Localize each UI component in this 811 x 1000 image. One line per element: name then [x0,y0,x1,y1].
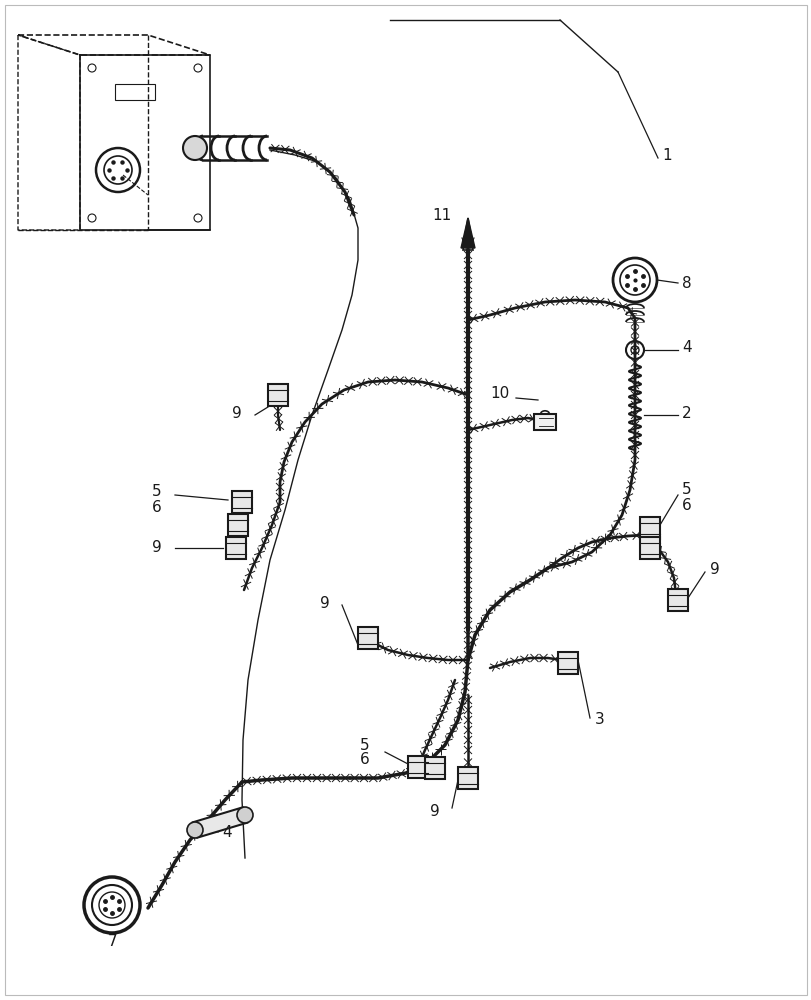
Bar [192,807,247,838]
Text: 7: 7 [108,934,118,949]
Text: 5: 5 [360,737,370,752]
Text: 9: 9 [152,540,162,554]
Text: 10: 10 [490,386,509,401]
Bar [557,652,577,674]
Circle shape [237,807,253,823]
Bar [115,84,155,100]
Text: 9: 9 [232,406,242,420]
Text: 6: 6 [360,752,370,768]
Polygon shape [461,218,474,248]
Bar [268,384,288,406]
Circle shape [182,136,207,160]
Text: 9: 9 [320,595,329,610]
Text: 9: 9 [430,804,440,819]
Bar [232,491,251,513]
Text: 1: 1 [661,148,671,163]
Text: 3: 3 [594,712,604,727]
Bar [457,767,478,789]
Bar [228,514,247,536]
Text: 2: 2 [681,406,691,420]
Bar [667,589,687,611]
Text: 5: 5 [152,485,162,499]
Bar [358,627,378,649]
Text: 4: 4 [681,340,691,356]
Circle shape [187,822,203,838]
Text: 8: 8 [681,275,691,290]
Text: 4: 4 [221,825,231,840]
Bar [639,517,659,539]
Bar [424,757,444,779]
Bar [534,414,556,430]
Bar [639,537,659,559]
Bar [225,537,246,559]
Text: 11: 11 [432,208,452,223]
Text: 6: 6 [152,500,162,516]
Text: 6: 6 [681,497,691,512]
Bar [407,756,427,778]
Text: 9: 9 [709,562,719,578]
Text: 5: 5 [681,483,691,497]
